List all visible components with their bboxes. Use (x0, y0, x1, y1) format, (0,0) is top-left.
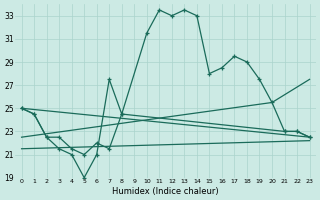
X-axis label: Humidex (Indice chaleur): Humidex (Indice chaleur) (112, 187, 219, 196)
